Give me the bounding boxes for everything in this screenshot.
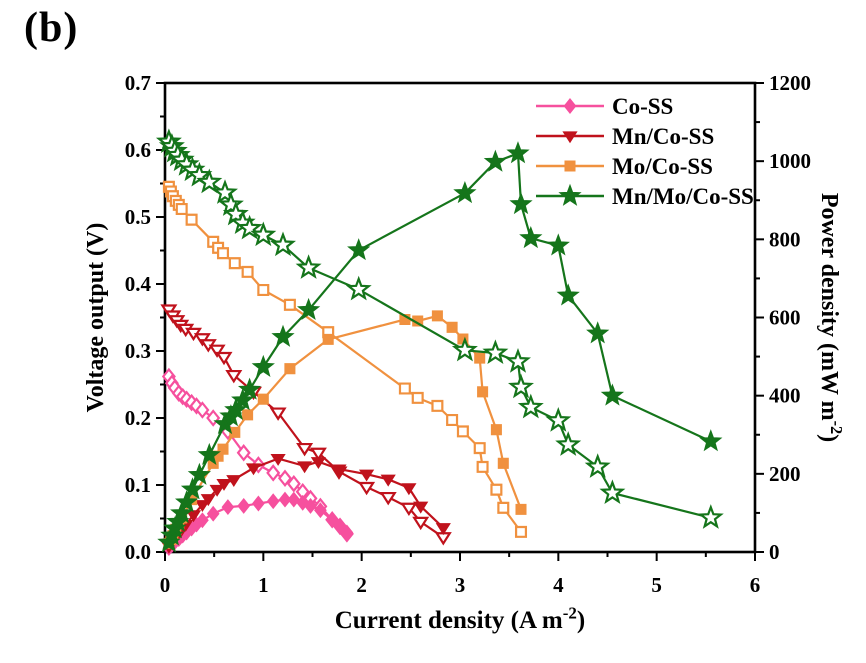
legend-item-mn_co_ss: Mn/Co-SS bbox=[536, 124, 714, 149]
legend-label: Co-SS bbox=[612, 94, 673, 119]
legend: Co-SS Mn/Co-SS Mo/Co-SS Mn/Mo/Co-SS bbox=[536, 94, 754, 209]
series-co_ss bbox=[161, 367, 354, 557]
legend-item-mn_mo_co_ss: Mn/Mo/Co-SS bbox=[536, 183, 754, 209]
series-mn_mo_co_ss bbox=[155, 128, 724, 553]
svg-text:3: 3 bbox=[455, 573, 466, 597]
legend-item-mo_co_ss: Mo/Co-SS bbox=[536, 154, 713, 179]
series-mn_co_ss bbox=[160, 304, 452, 554]
x-axis: 0 1 2 3 4 5 6 bbox=[160, 552, 761, 597]
svg-text:800: 800 bbox=[769, 227, 801, 251]
svg-text:200: 200 bbox=[769, 462, 801, 486]
figure-panel-label: (b) bbox=[24, 5, 79, 51]
svg-text:0.0: 0.0 bbox=[125, 540, 151, 564]
legend-label: Mo/Co-SS bbox=[612, 154, 713, 179]
svg-text:0.1: 0.1 bbox=[125, 473, 151, 497]
svg-text:Power density (mW m-2): Power density (mW m-2) bbox=[816, 193, 846, 442]
svg-text:0.7: 0.7 bbox=[125, 71, 151, 95]
axes: 0 1 2 3 4 5 6 0.0 0.1 0.2 0.3 0.4 0.5 0.6 0.7 0 200 400 60… bbox=[125, 71, 811, 597]
svg-text:1: 1 bbox=[258, 573, 269, 597]
svg-text:600: 600 bbox=[769, 306, 801, 330]
svg-text:0: 0 bbox=[160, 573, 171, 597]
svg-text:0.4: 0.4 bbox=[125, 272, 152, 296]
axis-titles: Current density (A m-2) Voltage output (V… bbox=[83, 193, 846, 634]
svg-text:1000: 1000 bbox=[769, 149, 811, 173]
svg-text:6: 6 bbox=[750, 573, 761, 597]
svg-text:Voltage output (V): Voltage output (V) bbox=[83, 223, 109, 413]
svg-text:0.6: 0.6 bbox=[125, 138, 151, 162]
svg-text:0.2: 0.2 bbox=[125, 406, 151, 430]
svg-text:Current density (A m-2): Current density (A m-2) bbox=[335, 604, 586, 635]
legend-item-co_ss: Co-SS bbox=[536, 94, 673, 119]
svg-text:400: 400 bbox=[769, 384, 801, 408]
legend-label: Mn/Co-SS bbox=[612, 124, 714, 149]
svg-text:5: 5 bbox=[651, 573, 662, 597]
svg-text:2: 2 bbox=[356, 573, 367, 597]
svg-text:1200: 1200 bbox=[769, 71, 811, 95]
svg-text:4: 4 bbox=[553, 573, 564, 597]
y-axis-right: 0 200 400 600 800 1000 1200 bbox=[755, 71, 811, 564]
legend-label: Mn/Mo/Co-SS bbox=[612, 184, 754, 209]
svg-text:0.5: 0.5 bbox=[125, 205, 151, 229]
svg-text:0.3: 0.3 bbox=[125, 339, 151, 363]
svg-text:0: 0 bbox=[769, 540, 780, 564]
y-axis-left: 0.0 0.1 0.2 0.3 0.4 0.5 0.6 0.7 bbox=[125, 71, 165, 564]
